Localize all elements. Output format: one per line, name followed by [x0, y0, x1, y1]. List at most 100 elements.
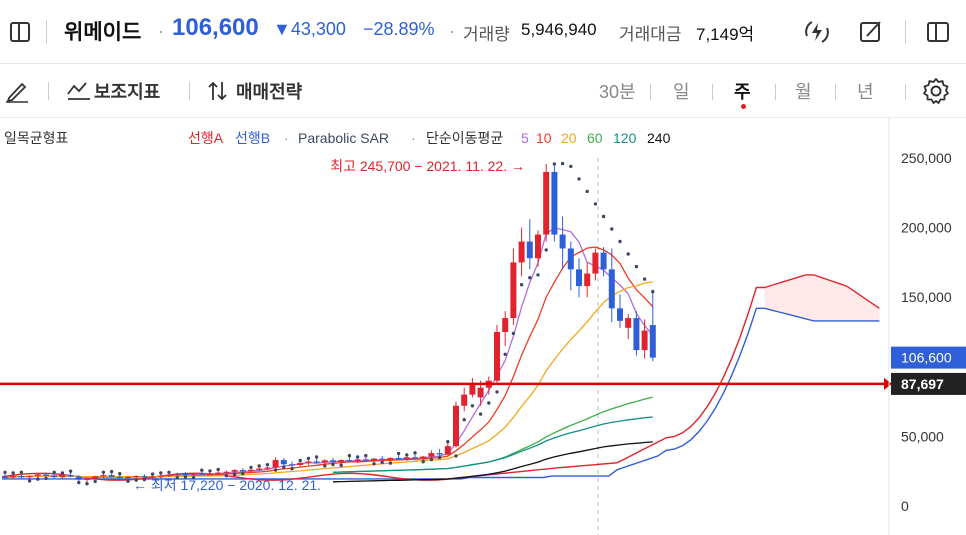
psar-dot: [36, 477, 40, 481]
y-axis: 250,000 200,000 150,000 50,000 0 106,600 87,69…: [891, 150, 966, 514]
current-price: 106,600: [172, 14, 259, 41]
price-chart[interactable]: 일목균형표 선행A 선행B · Parabolic SAR · 단순이동평균 5…: [0, 118, 966, 535]
period-month[interactable]: 월: [795, 82, 812, 102]
pencil-icon[interactable]: [4, 78, 30, 104]
candle-body: [576, 269, 582, 287]
candle-body: [198, 473, 205, 475]
indicators-button[interactable]: 보조지표: [94, 82, 161, 102]
candle-body: [223, 471, 230, 473]
psar-dot: [3, 470, 7, 474]
psar-dot: [60, 471, 65, 475]
psar-dot: [273, 468, 278, 472]
psar-dot: [634, 264, 639, 269]
gear-icon[interactable]: [922, 77, 950, 105]
y-tick-label: 150,000: [901, 289, 952, 305]
period-30min[interactable]: 30분: [599, 82, 636, 102]
y-tick-label: 0: [901, 498, 909, 514]
psar-dot: [93, 479, 97, 484]
strategy-button[interactable]: 매매전략: [236, 82, 303, 102]
psar-dot: [454, 454, 458, 458]
candle-body: [297, 462, 304, 465]
psar-dot: [446, 440, 450, 444]
legend-sma-20: 20: [561, 130, 577, 146]
psar-dot: [618, 239, 622, 244]
psar-dot: [388, 461, 393, 465]
candle-body: [116, 476, 123, 478]
period-day[interactable]: 일: [673, 82, 690, 102]
candle-body: [84, 478, 90, 480]
psar-dot: [134, 478, 138, 482]
candle-body: [190, 473, 197, 475]
edit-icon[interactable]: [858, 19, 884, 45]
sidebar-toggle-icon[interactable]: [10, 22, 30, 42]
volume-label: 거래량: [463, 25, 510, 44]
candle-body: [403, 457, 410, 459]
psar-dot: [109, 469, 114, 474]
psar-dot: [331, 462, 335, 467]
span-a-line: [1, 274, 880, 481]
psar-dot: [27, 479, 32, 483]
candle-body: [469, 383, 476, 395]
psar-dot: [495, 390, 499, 394]
panel-icon[interactable]: [927, 22, 949, 42]
candle-body: [305, 461, 312, 463]
psar-dot: [298, 458, 302, 463]
candle-body: [518, 241, 525, 263]
candle-body: [420, 456, 427, 459]
period-year[interactable]: 년: [857, 82, 874, 102]
psar-dot: [651, 289, 655, 294]
psar-dot: [200, 468, 204, 472]
period-week[interactable]: 주: [734, 82, 751, 102]
psar-dot: [101, 470, 106, 474]
candle-body: [321, 460, 328, 463]
divider: [46, 20, 47, 44]
psar-dot: [626, 252, 630, 256]
divider: [775, 84, 776, 100]
lightning-icon[interactable]: [803, 18, 831, 46]
psar-dot: [282, 465, 286, 469]
candle-body: [133, 476, 140, 478]
candle-body: [141, 476, 148, 478]
candle-body: [633, 318, 640, 351]
psar-dot: [560, 161, 565, 166]
legend-sma: 단순이동평균: [426, 130, 503, 146]
psar-dot: [478, 412, 483, 416]
psar-dot: [323, 464, 327, 468]
candle-body: [43, 474, 49, 476]
candle-body: [239, 470, 246, 472]
candle-body: [67, 475, 74, 477]
divider: [712, 84, 713, 100]
psar-dot: [380, 460, 384, 465]
active-indicator-dot: [741, 104, 746, 109]
candle-body: [412, 457, 418, 459]
candle-body: [92, 476, 99, 479]
psar-dot: [306, 456, 311, 461]
candle-body: [34, 474, 41, 476]
candle-body: [444, 446, 451, 455]
separator-dot: ·: [449, 21, 455, 41]
psar-dot: [142, 477, 147, 482]
psar-dot: [241, 471, 245, 476]
psar-dot: [528, 276, 532, 280]
candle-body: [166, 474, 172, 476]
sma-120-line: [332, 416, 653, 473]
candle-body: [108, 475, 115, 477]
plot-area: 최고 245,700 − 2021. 11. 22. → ← 최저 17,220 …: [0, 158, 892, 535]
y-tick-label: 50,000: [901, 428, 944, 444]
candle-body: [354, 459, 361, 462]
candle-body: [248, 469, 254, 472]
candle-body: [453, 405, 459, 447]
divider: [48, 82, 49, 100]
candle-body: [428, 453, 435, 457]
psar-dot: [355, 455, 360, 459]
psar-dot: [405, 453, 409, 457]
psar-dot: [503, 352, 507, 356]
psar-dot: [544, 248, 548, 252]
divider: [835, 84, 836, 100]
legend-sma-120: 120: [613, 130, 637, 146]
candle-body: [51, 475, 58, 478]
candle-body: [330, 460, 336, 463]
max-annotation: 최고 245,700 − 2021. 11. 22. →: [330, 158, 525, 174]
stock-name: 위메이드: [64, 21, 142, 44]
